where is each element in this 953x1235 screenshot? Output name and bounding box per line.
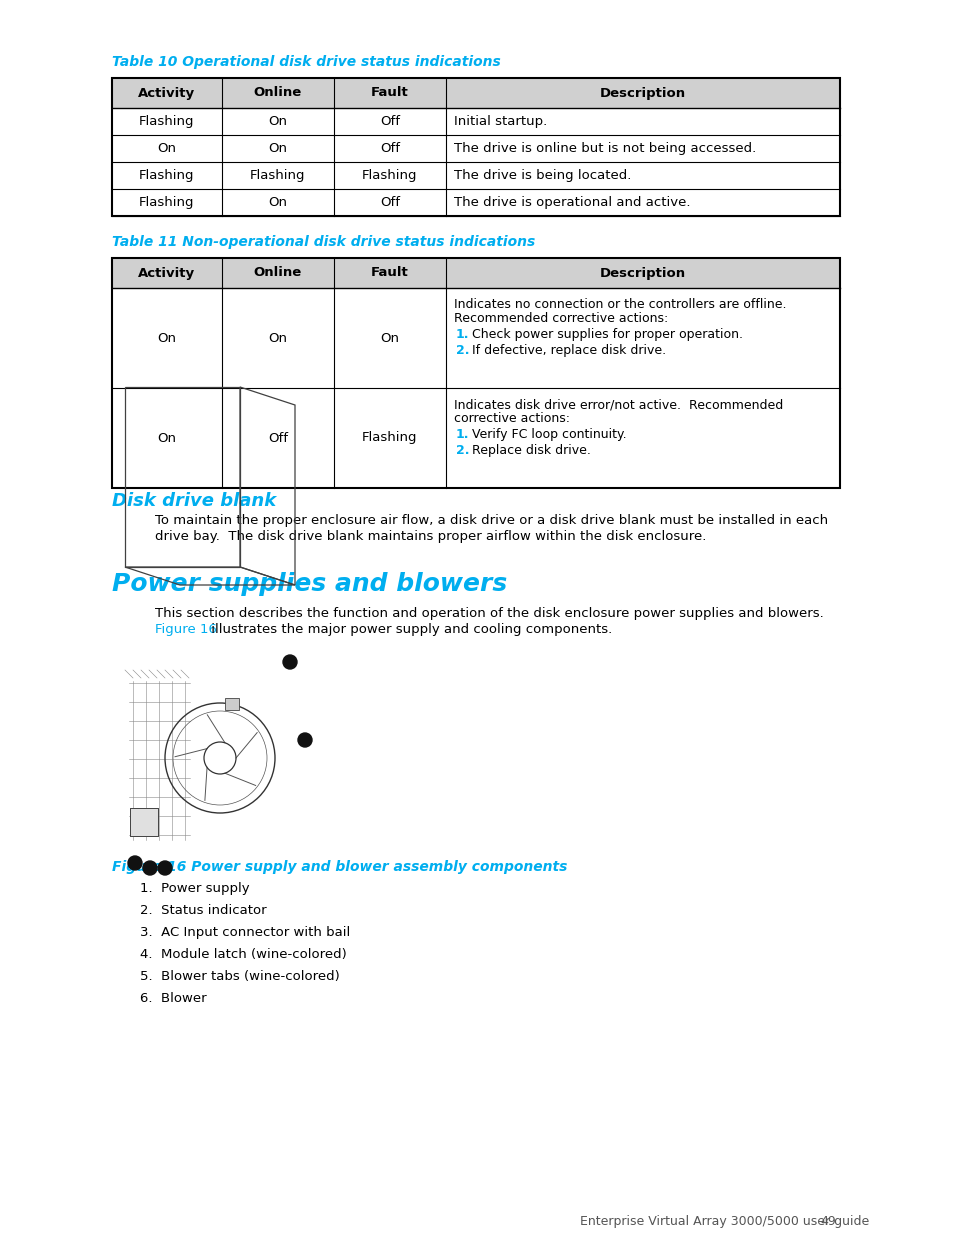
Text: Online: Online xyxy=(253,86,302,100)
Text: The drive is operational and active.: The drive is operational and active. xyxy=(454,196,690,209)
Circle shape xyxy=(297,734,312,747)
Text: On: On xyxy=(380,331,399,345)
Text: On: On xyxy=(268,115,287,128)
Text: Verify FC loop continuity.: Verify FC loop continuity. xyxy=(472,429,626,441)
Text: Indicates no connection or the controllers are offline.: Indicates no connection or the controlle… xyxy=(454,298,785,311)
Text: Flashing: Flashing xyxy=(362,431,417,445)
Text: On: On xyxy=(268,331,287,345)
Text: Flashing: Flashing xyxy=(139,196,194,209)
Bar xyxy=(112,258,840,288)
Text: If defective, replace disk drive.: If defective, replace disk drive. xyxy=(472,345,665,357)
Text: Initial startup.: Initial startup. xyxy=(454,115,547,128)
Text: On: On xyxy=(157,142,176,156)
Text: 1.  Power supply: 1. Power supply xyxy=(140,882,250,895)
Text: Disk drive blank: Disk drive blank xyxy=(112,492,276,510)
Text: The drive is being located.: The drive is being located. xyxy=(454,169,631,182)
Text: 6.  Blower: 6. Blower xyxy=(140,992,207,1005)
Text: Flashing: Flashing xyxy=(250,169,305,182)
Text: Enterprise Virtual Array 3000/5000 user guide: Enterprise Virtual Array 3000/5000 user … xyxy=(579,1215,868,1228)
Bar xyxy=(130,808,158,836)
Text: 1.: 1. xyxy=(456,329,469,341)
Text: corrective actions:: corrective actions: xyxy=(454,412,569,425)
Circle shape xyxy=(283,655,296,669)
Text: Off: Off xyxy=(268,431,288,445)
Text: 2.: 2. xyxy=(456,345,469,357)
Text: On: On xyxy=(157,431,176,445)
Text: Table 11 Non-operational disk drive status indications: Table 11 Non-operational disk drive stat… xyxy=(112,235,535,249)
Text: Table 10 Operational disk drive status indications: Table 10 Operational disk drive status i… xyxy=(112,56,500,69)
Text: Flashing: Flashing xyxy=(139,169,194,182)
Text: 5.  Blower tabs (wine-colored): 5. Blower tabs (wine-colored) xyxy=(140,969,339,983)
Text: 4.  Module latch (wine-colored): 4. Module latch (wine-colored) xyxy=(140,948,346,961)
Text: Flashing: Flashing xyxy=(139,115,194,128)
Text: 1.: 1. xyxy=(456,429,469,441)
Text: Description: Description xyxy=(599,86,685,100)
Text: To maintain the proper enclosure air flow, a disk drive or a disk drive blank mu: To maintain the proper enclosure air flo… xyxy=(154,514,827,527)
Circle shape xyxy=(158,861,172,876)
Circle shape xyxy=(128,856,142,869)
Text: 2.  Status indicator: 2. Status indicator xyxy=(140,904,266,918)
Bar xyxy=(112,258,840,488)
Text: Figure 16: Figure 16 xyxy=(154,622,216,636)
Text: On: On xyxy=(157,331,176,345)
Bar xyxy=(130,808,158,836)
Text: Flashing: Flashing xyxy=(362,169,417,182)
Text: Check power supplies for proper operation.: Check power supplies for proper operatio… xyxy=(472,329,742,341)
Text: Off: Off xyxy=(379,115,399,128)
Text: Fault: Fault xyxy=(371,267,409,279)
Text: Online: Online xyxy=(253,267,302,279)
Text: Power supplies and blowers: Power supplies and blowers xyxy=(112,572,507,597)
Bar xyxy=(225,698,239,710)
Text: 49: 49 xyxy=(820,1215,835,1228)
Text: Off: Off xyxy=(379,196,399,209)
Text: Indicates disk drive error/not active.  Recommended: Indicates disk drive error/not active. R… xyxy=(454,398,782,411)
Text: Off: Off xyxy=(379,142,399,156)
Text: Activity: Activity xyxy=(138,267,195,279)
Text: On: On xyxy=(268,142,287,156)
Text: This section describes the function and operation of the disk enclosure power su: This section describes the function and … xyxy=(154,606,822,620)
Text: The drive is online but is not being accessed.: The drive is online but is not being acc… xyxy=(454,142,756,156)
Text: On: On xyxy=(268,196,287,209)
Text: illustrates the major power supply and cooling components.: illustrates the major power supply and c… xyxy=(207,622,612,636)
Text: drive bay.  The disk drive blank maintains proper airflow within the disk enclos: drive bay. The disk drive blank maintain… xyxy=(154,530,705,543)
Text: Fault: Fault xyxy=(371,86,409,100)
Text: Description: Description xyxy=(599,267,685,279)
Text: 3.  AC Input connector with bail: 3. AC Input connector with bail xyxy=(140,926,350,939)
Bar xyxy=(112,78,840,216)
Text: 2.: 2. xyxy=(456,445,469,457)
Text: Activity: Activity xyxy=(138,86,195,100)
Text: Recommended corrective actions:: Recommended corrective actions: xyxy=(454,312,667,325)
Bar xyxy=(112,78,840,107)
Text: Replace disk drive.: Replace disk drive. xyxy=(472,445,590,457)
Text: Figure 16 Power supply and blower assembly components: Figure 16 Power supply and blower assemb… xyxy=(112,860,567,874)
Circle shape xyxy=(143,861,157,876)
